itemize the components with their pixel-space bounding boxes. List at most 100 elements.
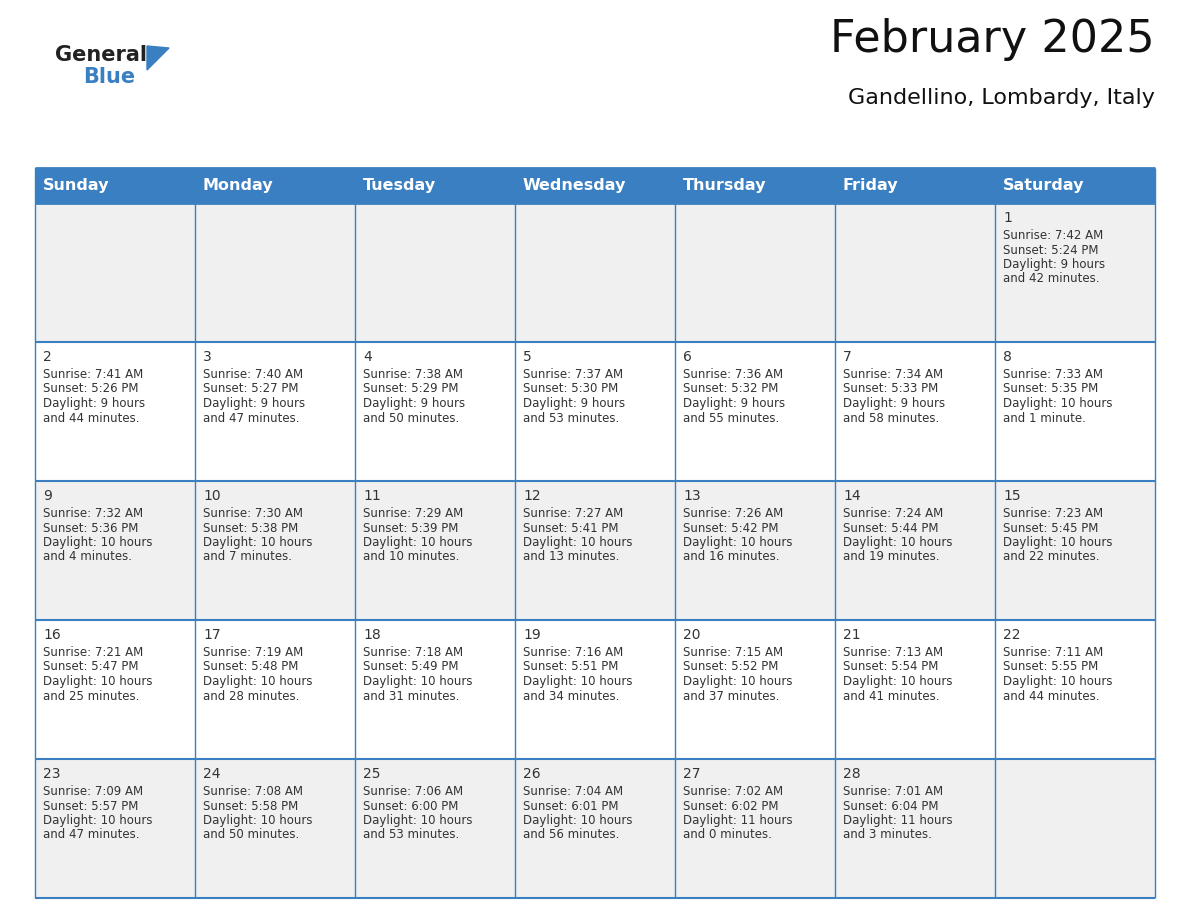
- Text: and 4 minutes.: and 4 minutes.: [43, 551, 132, 564]
- Text: Sunset: 5:38 PM: Sunset: 5:38 PM: [203, 521, 298, 534]
- Text: Sunrise: 7:37 AM: Sunrise: 7:37 AM: [523, 368, 624, 381]
- Text: Sunrise: 7:36 AM: Sunrise: 7:36 AM: [683, 368, 783, 381]
- Text: 12: 12: [523, 489, 541, 503]
- Text: Sunrise: 7:29 AM: Sunrise: 7:29 AM: [364, 507, 463, 520]
- Text: Daylight: 9 hours: Daylight: 9 hours: [843, 397, 946, 410]
- Bar: [835, 168, 996, 203]
- Bar: [34, 759, 1155, 898]
- Text: and 53 minutes.: and 53 minutes.: [523, 411, 619, 424]
- Text: Sunrise: 7:34 AM: Sunrise: 7:34 AM: [843, 368, 943, 381]
- Text: Sunrise: 7:11 AM: Sunrise: 7:11 AM: [1003, 646, 1104, 659]
- Text: Sunrise: 7:26 AM: Sunrise: 7:26 AM: [683, 507, 783, 520]
- Text: February 2025: February 2025: [830, 18, 1155, 61]
- Text: and 41 minutes.: and 41 minutes.: [843, 689, 940, 702]
- Text: 17: 17: [203, 628, 221, 642]
- Text: Sunrise: 7:01 AM: Sunrise: 7:01 AM: [843, 785, 943, 798]
- Text: Sunrise: 7:08 AM: Sunrise: 7:08 AM: [203, 785, 303, 798]
- Text: Sunset: 5:26 PM: Sunset: 5:26 PM: [43, 383, 139, 396]
- Text: Sunrise: 7:42 AM: Sunrise: 7:42 AM: [1003, 229, 1104, 242]
- Text: and 25 minutes.: and 25 minutes.: [43, 689, 139, 702]
- Text: Daylight: 9 hours: Daylight: 9 hours: [43, 397, 145, 410]
- Text: Saturday: Saturday: [1003, 178, 1085, 193]
- Text: 6: 6: [683, 350, 691, 364]
- Text: Sunset: 5:49 PM: Sunset: 5:49 PM: [364, 660, 459, 674]
- Bar: [675, 168, 835, 203]
- Text: Sunrise: 7:21 AM: Sunrise: 7:21 AM: [43, 646, 144, 659]
- Text: Sunset: 5:32 PM: Sunset: 5:32 PM: [683, 383, 778, 396]
- Text: Sunset: 6:04 PM: Sunset: 6:04 PM: [843, 800, 939, 812]
- Text: Daylight: 10 hours: Daylight: 10 hours: [523, 675, 632, 688]
- Text: 20: 20: [683, 628, 701, 642]
- Text: Sunset: 5:27 PM: Sunset: 5:27 PM: [203, 383, 298, 396]
- Text: Sunrise: 7:19 AM: Sunrise: 7:19 AM: [203, 646, 303, 659]
- Text: 23: 23: [43, 767, 61, 781]
- Text: Sunrise: 7:16 AM: Sunrise: 7:16 AM: [523, 646, 624, 659]
- Text: Daylight: 10 hours: Daylight: 10 hours: [203, 675, 312, 688]
- Text: and 28 minutes.: and 28 minutes.: [203, 689, 299, 702]
- Text: Daylight: 10 hours: Daylight: 10 hours: [843, 675, 953, 688]
- Text: 25: 25: [364, 767, 380, 781]
- Text: Sunrise: 7:24 AM: Sunrise: 7:24 AM: [843, 507, 943, 520]
- Text: Sunset: 5:24 PM: Sunset: 5:24 PM: [1003, 243, 1099, 256]
- Text: and 19 minutes.: and 19 minutes.: [843, 551, 940, 564]
- Text: and 3 minutes.: and 3 minutes.: [843, 829, 931, 842]
- Text: Sunset: 5:35 PM: Sunset: 5:35 PM: [1003, 383, 1098, 396]
- Text: Thursday: Thursday: [683, 178, 766, 193]
- Text: Daylight: 10 hours: Daylight: 10 hours: [43, 536, 152, 549]
- Text: Tuesday: Tuesday: [364, 178, 436, 193]
- Text: Sunset: 5:42 PM: Sunset: 5:42 PM: [683, 521, 778, 534]
- Text: Daylight: 10 hours: Daylight: 10 hours: [1003, 675, 1112, 688]
- Text: Sunrise: 7:23 AM: Sunrise: 7:23 AM: [1003, 507, 1104, 520]
- Text: and 44 minutes.: and 44 minutes.: [43, 411, 139, 424]
- Text: Sunset: 5:44 PM: Sunset: 5:44 PM: [843, 521, 939, 534]
- Text: Sunset: 5:48 PM: Sunset: 5:48 PM: [203, 660, 298, 674]
- Text: and 0 minutes.: and 0 minutes.: [683, 829, 772, 842]
- Text: Daylight: 11 hours: Daylight: 11 hours: [683, 814, 792, 827]
- Text: Sunrise: 7:27 AM: Sunrise: 7:27 AM: [523, 507, 624, 520]
- Text: and 22 minutes.: and 22 minutes.: [1003, 551, 1100, 564]
- Text: Wednesday: Wednesday: [523, 178, 626, 193]
- Text: Sunrise: 7:18 AM: Sunrise: 7:18 AM: [364, 646, 463, 659]
- Text: Sunset: 5:39 PM: Sunset: 5:39 PM: [364, 521, 459, 534]
- Text: Sunset: 6:02 PM: Sunset: 6:02 PM: [683, 800, 778, 812]
- Text: 14: 14: [843, 489, 860, 503]
- Text: Daylight: 9 hours: Daylight: 9 hours: [364, 397, 466, 410]
- Text: 10: 10: [203, 489, 221, 503]
- Text: Sunset: 5:58 PM: Sunset: 5:58 PM: [203, 800, 298, 812]
- Text: Daylight: 10 hours: Daylight: 10 hours: [683, 675, 792, 688]
- Text: Sunset: 5:45 PM: Sunset: 5:45 PM: [1003, 521, 1099, 534]
- Text: Sunset: 5:30 PM: Sunset: 5:30 PM: [523, 383, 618, 396]
- Bar: [34, 168, 195, 203]
- Text: Sunrise: 7:09 AM: Sunrise: 7:09 AM: [43, 785, 143, 798]
- Text: Daylight: 9 hours: Daylight: 9 hours: [523, 397, 625, 410]
- Text: and 50 minutes.: and 50 minutes.: [203, 829, 299, 842]
- Polygon shape: [147, 46, 169, 70]
- Bar: [34, 620, 1155, 759]
- Text: 26: 26: [523, 767, 541, 781]
- Text: Daylight: 10 hours: Daylight: 10 hours: [523, 814, 632, 827]
- Text: 24: 24: [203, 767, 221, 781]
- Text: 7: 7: [843, 350, 852, 364]
- Text: Daylight: 10 hours: Daylight: 10 hours: [364, 675, 473, 688]
- Text: Sunrise: 7:02 AM: Sunrise: 7:02 AM: [683, 785, 783, 798]
- Text: Daylight: 9 hours: Daylight: 9 hours: [203, 397, 305, 410]
- Text: Sunset: 5:36 PM: Sunset: 5:36 PM: [43, 521, 138, 534]
- Text: Sunrise: 7:06 AM: Sunrise: 7:06 AM: [364, 785, 463, 798]
- Text: Sunday: Sunday: [43, 178, 109, 193]
- Text: and 47 minutes.: and 47 minutes.: [43, 829, 139, 842]
- Text: Daylight: 11 hours: Daylight: 11 hours: [843, 814, 953, 827]
- Text: 9: 9: [43, 489, 52, 503]
- Text: and 55 minutes.: and 55 minutes.: [683, 411, 779, 424]
- Text: Sunset: 5:54 PM: Sunset: 5:54 PM: [843, 660, 939, 674]
- Text: Friday: Friday: [843, 178, 898, 193]
- Bar: [34, 481, 1155, 620]
- Text: and 37 minutes.: and 37 minutes.: [683, 689, 779, 702]
- Text: 19: 19: [523, 628, 541, 642]
- Text: and 53 minutes.: and 53 minutes.: [364, 829, 460, 842]
- Text: and 47 minutes.: and 47 minutes.: [203, 411, 299, 424]
- Text: Daylight: 10 hours: Daylight: 10 hours: [43, 675, 152, 688]
- Text: 8: 8: [1003, 350, 1012, 364]
- Text: Sunrise: 7:30 AM: Sunrise: 7:30 AM: [203, 507, 303, 520]
- Text: and 42 minutes.: and 42 minutes.: [1003, 273, 1100, 285]
- Text: and 16 minutes.: and 16 minutes.: [683, 551, 779, 564]
